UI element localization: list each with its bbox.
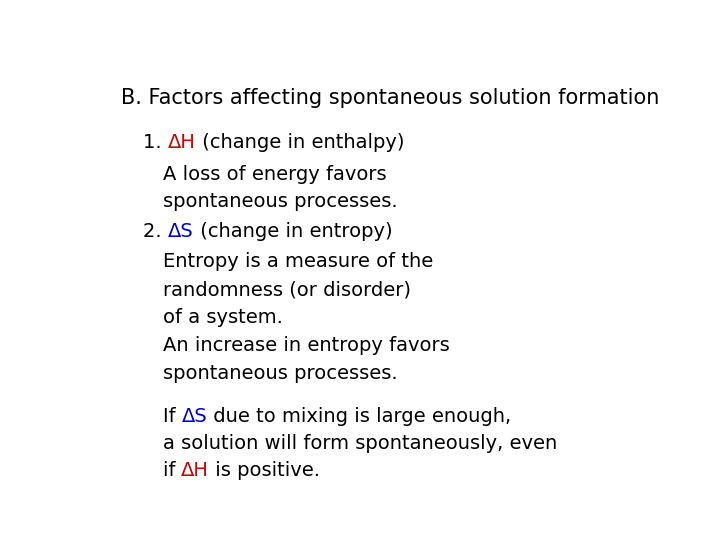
- Text: is positive.: is positive.: [210, 461, 320, 480]
- Text: B. Factors affecting spontaneous solution formation: B. Factors affecting spontaneous solutio…: [121, 87, 659, 107]
- Text: randomness (or disorder): randomness (or disorder): [163, 280, 410, 299]
- Text: An increase in entropy favors: An increase in entropy favors: [163, 336, 449, 355]
- Text: if: if: [163, 461, 181, 480]
- Text: ΔH: ΔH: [181, 461, 210, 480]
- Text: ΔS: ΔS: [181, 407, 207, 426]
- Text: spontaneous processes.: spontaneous processes.: [163, 192, 397, 211]
- Text: (change in entropy): (change in entropy): [194, 222, 392, 241]
- Text: 1.: 1.: [143, 133, 168, 152]
- Text: ΔS: ΔS: [168, 222, 194, 241]
- Text: spontaneous processes.: spontaneous processes.: [163, 364, 397, 383]
- Text: Entropy is a measure of the: Entropy is a measure of the: [163, 252, 433, 271]
- Text: due to mixing is large enough,: due to mixing is large enough,: [207, 407, 511, 426]
- Text: of a system.: of a system.: [163, 308, 282, 327]
- Text: 2.: 2.: [143, 222, 168, 241]
- Text: ΔH: ΔH: [168, 133, 196, 152]
- Text: (change in enthalpy): (change in enthalpy): [196, 133, 404, 152]
- Text: A loss of energy favors: A loss of energy favors: [163, 165, 386, 184]
- Text: a solution will form spontaneously, even: a solution will form spontaneously, even: [163, 434, 557, 453]
- Text: If: If: [163, 407, 181, 426]
